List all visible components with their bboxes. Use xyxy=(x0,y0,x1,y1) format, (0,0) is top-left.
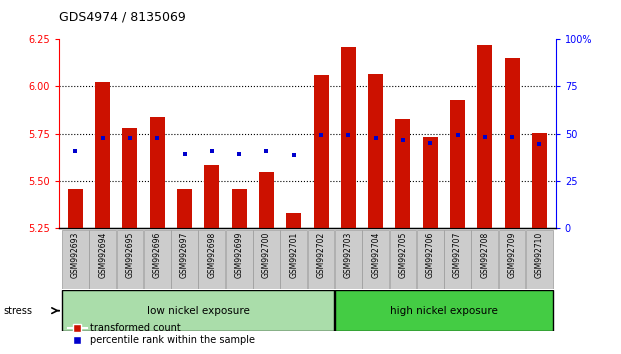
Bar xyxy=(150,116,165,228)
Text: GSM992706: GSM992706 xyxy=(426,232,435,278)
Bar xyxy=(95,82,110,228)
FancyBboxPatch shape xyxy=(253,230,280,289)
FancyBboxPatch shape xyxy=(62,230,89,289)
Text: GSM992693: GSM992693 xyxy=(71,232,80,278)
Text: GSM992704: GSM992704 xyxy=(371,232,380,278)
FancyBboxPatch shape xyxy=(362,230,389,289)
FancyBboxPatch shape xyxy=(307,230,335,289)
Bar xyxy=(478,45,492,228)
Legend: transformed count, percentile rank within the sample: transformed count, percentile rank withi… xyxy=(64,319,259,349)
Text: GSM992709: GSM992709 xyxy=(507,232,517,278)
Text: GSM992703: GSM992703 xyxy=(344,232,353,278)
Text: GSM992696: GSM992696 xyxy=(153,232,161,278)
FancyBboxPatch shape xyxy=(471,230,498,289)
Text: GSM992695: GSM992695 xyxy=(125,232,135,278)
Text: GSM992694: GSM992694 xyxy=(98,232,107,278)
Text: GSM992710: GSM992710 xyxy=(535,232,544,278)
Bar xyxy=(259,172,274,228)
FancyBboxPatch shape xyxy=(226,230,253,289)
Bar xyxy=(232,189,247,228)
Bar xyxy=(396,119,410,228)
FancyBboxPatch shape xyxy=(144,230,171,289)
FancyBboxPatch shape xyxy=(62,290,335,331)
Text: stress: stress xyxy=(3,306,32,316)
Text: GSM992707: GSM992707 xyxy=(453,232,462,278)
FancyBboxPatch shape xyxy=(526,230,553,289)
Bar xyxy=(423,137,438,228)
Bar xyxy=(177,189,192,228)
Bar xyxy=(314,75,329,228)
Bar xyxy=(204,165,219,228)
FancyBboxPatch shape xyxy=(335,290,553,331)
Bar xyxy=(122,128,137,228)
FancyBboxPatch shape xyxy=(444,230,471,289)
FancyBboxPatch shape xyxy=(89,230,116,289)
Text: GSM992698: GSM992698 xyxy=(207,232,216,278)
Bar xyxy=(68,189,83,228)
FancyBboxPatch shape xyxy=(171,230,198,289)
Text: high nickel exposure: high nickel exposure xyxy=(390,306,498,316)
Text: GSM992705: GSM992705 xyxy=(399,232,407,278)
Text: GSM992699: GSM992699 xyxy=(235,232,243,278)
FancyBboxPatch shape xyxy=(499,230,525,289)
Text: GSM992697: GSM992697 xyxy=(180,232,189,278)
Bar xyxy=(368,74,383,228)
FancyBboxPatch shape xyxy=(280,230,307,289)
Bar xyxy=(286,213,301,228)
FancyBboxPatch shape xyxy=(117,230,143,289)
FancyBboxPatch shape xyxy=(199,230,225,289)
Bar xyxy=(505,58,520,228)
Bar xyxy=(532,133,547,228)
Bar xyxy=(341,46,356,228)
Bar xyxy=(450,99,465,228)
Text: GSM992702: GSM992702 xyxy=(317,232,325,278)
FancyBboxPatch shape xyxy=(389,230,416,289)
Text: GSM992700: GSM992700 xyxy=(262,232,271,278)
FancyBboxPatch shape xyxy=(335,230,361,289)
Text: GSM992708: GSM992708 xyxy=(480,232,489,278)
Text: GDS4974 / 8135069: GDS4974 / 8135069 xyxy=(59,11,186,24)
FancyBboxPatch shape xyxy=(417,230,443,289)
Text: low nickel exposure: low nickel exposure xyxy=(147,306,250,316)
Text: GSM992701: GSM992701 xyxy=(289,232,298,278)
